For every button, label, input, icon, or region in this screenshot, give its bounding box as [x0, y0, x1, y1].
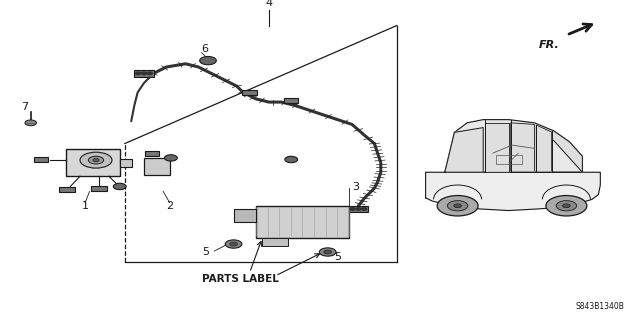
Text: 1: 1: [82, 201, 88, 211]
Text: FR.: FR.: [540, 40, 560, 50]
Circle shape: [225, 240, 242, 248]
Circle shape: [556, 201, 577, 211]
Text: 6: 6: [202, 44, 208, 55]
Polygon shape: [445, 120, 582, 172]
Circle shape: [88, 156, 104, 164]
Text: 5: 5: [203, 247, 209, 257]
Bar: [91, 186, 107, 191]
Bar: [65, 149, 120, 176]
Text: 7: 7: [20, 102, 28, 112]
Circle shape: [319, 248, 336, 256]
Polygon shape: [485, 123, 509, 171]
Bar: [120, 159, 132, 167]
Text: S843B1340B: S843B1340B: [575, 302, 624, 311]
Bar: [262, 238, 288, 246]
Bar: [134, 70, 154, 77]
Bar: [59, 187, 76, 192]
Text: 3: 3: [352, 182, 358, 192]
Circle shape: [141, 72, 147, 75]
Bar: [242, 90, 257, 95]
Text: PARTS LABEL: PARTS LABEL: [202, 274, 278, 284]
Bar: [144, 158, 170, 175]
Circle shape: [362, 208, 367, 210]
Bar: [34, 157, 49, 162]
Circle shape: [113, 183, 126, 189]
Circle shape: [230, 242, 237, 246]
Circle shape: [164, 155, 177, 161]
Text: 5: 5: [335, 252, 341, 262]
Circle shape: [447, 201, 468, 211]
Circle shape: [563, 204, 570, 208]
Text: 2: 2: [166, 201, 173, 211]
Circle shape: [356, 208, 361, 210]
Circle shape: [200, 56, 216, 65]
Circle shape: [93, 159, 99, 162]
Polygon shape: [536, 125, 552, 171]
Circle shape: [454, 204, 461, 208]
Bar: [234, 209, 256, 222]
Bar: [349, 206, 368, 212]
Text: 4: 4: [265, 0, 273, 8]
Circle shape: [324, 250, 332, 254]
Circle shape: [136, 72, 141, 75]
Bar: [284, 98, 298, 103]
Circle shape: [25, 120, 36, 126]
Circle shape: [80, 152, 112, 168]
Circle shape: [147, 72, 152, 75]
Polygon shape: [554, 131, 582, 172]
Bar: [145, 151, 159, 156]
Bar: [496, 155, 522, 164]
Polygon shape: [445, 128, 483, 172]
Circle shape: [546, 196, 587, 216]
Circle shape: [437, 196, 478, 216]
Circle shape: [350, 208, 355, 210]
Polygon shape: [426, 172, 600, 211]
Polygon shape: [511, 123, 534, 171]
Bar: [256, 206, 349, 238]
Circle shape: [285, 156, 298, 163]
